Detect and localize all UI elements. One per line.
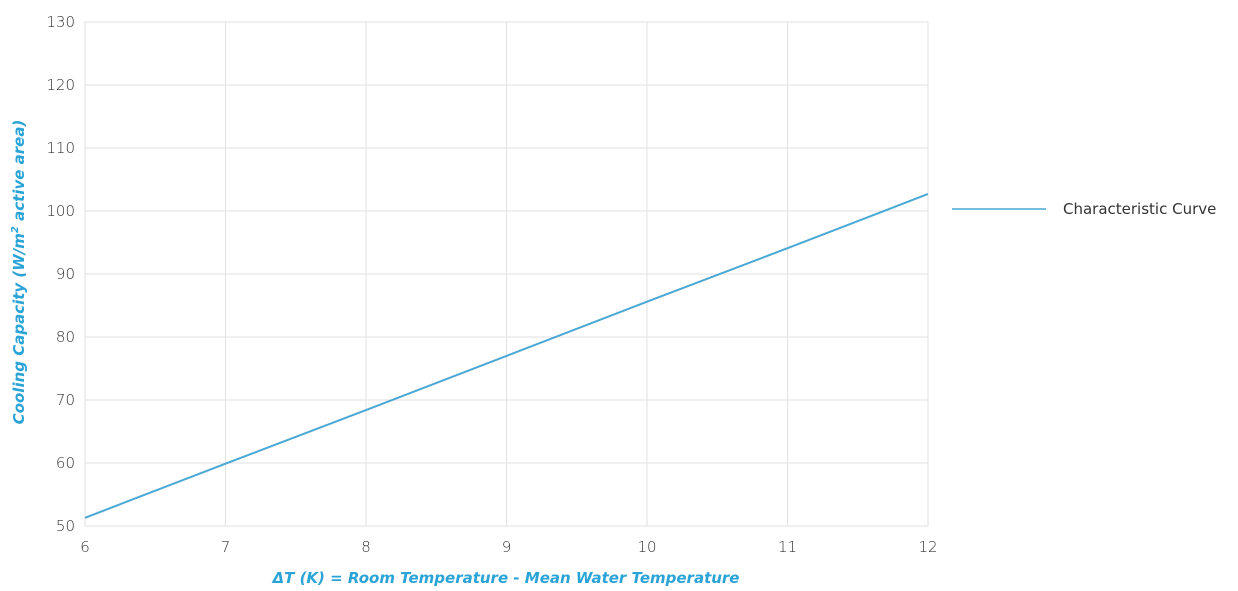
x-tick-label: 11	[778, 538, 797, 556]
x-tick-label: 10	[637, 538, 656, 556]
x-tick-label: 9	[502, 538, 512, 556]
y-tick-label: 120	[46, 76, 75, 94]
y-axis-title-main: Cooling Capacity (W/m	[10, 233, 28, 424]
y-tick-label: 130	[46, 13, 75, 31]
grid	[84, 21, 929, 527]
y-tick-label: 100	[46, 202, 75, 220]
y-tick-label: 90	[56, 265, 75, 283]
tick-labels: 6 7 8 9 10 11 12 50 60 70 80 90 100 110 120 130	[46, 13, 937, 556]
legend: Characteristic Curve	[952, 200, 1216, 218]
x-tick-label: 8	[361, 538, 371, 556]
y-tick-label: 50	[56, 517, 75, 535]
x-tick-label: 6	[80, 538, 90, 556]
y-axis-title-rest: active area)	[10, 120, 28, 226]
series	[84, 193, 929, 519]
series-line-0	[84, 193, 929, 519]
x-tick-label: 12	[918, 538, 937, 556]
x-tick-label: 7	[221, 538, 231, 556]
y-axis-title: Cooling Capacity (W/m2 active area)	[10, 120, 28, 425]
legend-label: Characteristic Curve	[1063, 200, 1216, 218]
y-axis-title-sup: 2	[10, 226, 21, 233]
x-axis-title: ΔT (K) = Room Temperature - Mean Water T…	[272, 569, 740, 587]
y-tick-label: 70	[56, 391, 75, 409]
y-tick-label: 80	[56, 328, 75, 346]
y-tick-label: 60	[56, 454, 75, 472]
y-tick-label: 110	[46, 139, 75, 157]
